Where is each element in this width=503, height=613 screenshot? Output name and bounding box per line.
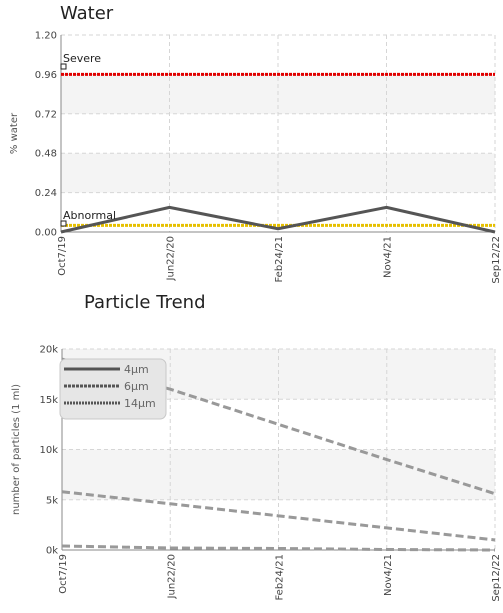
water-series (60, 205, 496, 234)
water-y-tick-label: 1.20 (35, 31, 57, 42)
part-y-tick-label: 15k (39, 395, 58, 406)
water-threshold-labels: Severe Abnormal (60, 52, 116, 227)
water-y-tick-labels: 0.00 0.24 0.48 0.72 0.96 1.20 (35, 31, 57, 239)
severe-label: Severe (63, 52, 101, 65)
legend-label-4um: 4μm (124, 363, 149, 376)
severe-marker (60, 63, 67, 70)
part-y-tick-label: 20k (39, 345, 58, 356)
legend-label-14um: 14μm (124, 397, 156, 410)
water-x-tick-label: Sep12/22 (491, 236, 502, 284)
legend-label-6um: 6μm (124, 380, 149, 393)
particle-y-axis-label: number of particles (1 ml) (11, 384, 22, 515)
abnormal-label: Abnormal (63, 209, 116, 222)
water-y-tick-label: 0.48 (35, 149, 57, 160)
part-x-tick-label: Nov4/21 (383, 554, 394, 596)
part-y-tick-label: 0k (46, 546, 58, 557)
water-y-tick-label: 0.96 (35, 70, 57, 81)
water-x-tick-label: Nov4/21 (383, 236, 394, 278)
water-band-1 (61, 153, 495, 193)
water-x-tick-label: Oct7/19 (57, 236, 68, 276)
particle-y-tick-labels: 0k 5k 10k 15k 20k (39, 345, 58, 557)
water-x-tick-label: Feb24/21 (274, 236, 285, 283)
part-x-tick-label: Feb24/21 (275, 554, 286, 601)
water-chart-title: Water (60, 3, 114, 24)
series-line-6um (61, 490, 496, 542)
particle-chart-title: Particle Trend (84, 292, 206, 313)
part-x-tick-label: Oct7/19 (58, 554, 69, 594)
part-x-tick-label: Sep12/22 (491, 554, 502, 602)
particle-legend: 4μm 6μm 14μm (59, 358, 167, 420)
water-x-tick-labels: Oct7/19 Jun22/20 Feb24/21 Nov4/21 Sep12/22 (57, 236, 502, 284)
water-y-axis-label: % water (9, 112, 20, 154)
water-y-tick-label: 0.00 (35, 228, 57, 239)
part-y-tick-label: 10k (39, 445, 58, 456)
water-x-tick-label: Jun22/20 (166, 236, 177, 281)
part-x-tick-label: Jun22/20 (166, 554, 177, 599)
water-threshold-lines (61, 72, 495, 227)
water-series-line (60, 205, 496, 234)
part-y-tick-label: 5k (46, 495, 58, 506)
water-y-tick-label: 0.24 (35, 188, 57, 199)
water-y-tick-label: 0.72 (35, 109, 57, 120)
particle-x-tick-labels: Oct7/19 Jun22/20 Feb24/21 Nov4/21 Sep12/22 (58, 554, 502, 602)
abnormal-marker (60, 220, 67, 227)
water-band-4 (61, 35, 495, 75)
series-line-14um (61, 544, 496, 552)
